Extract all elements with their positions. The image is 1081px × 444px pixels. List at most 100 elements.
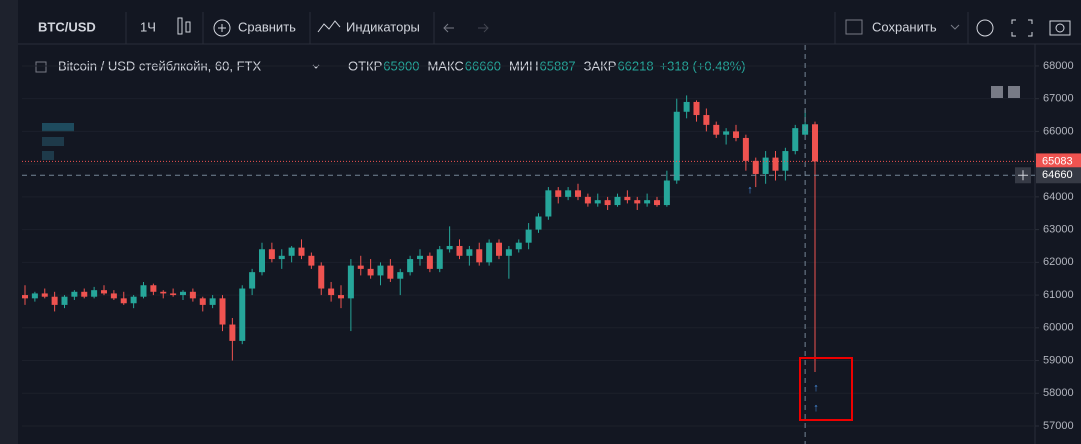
candle-body	[259, 249, 265, 273]
y-tick-label: 61000	[1043, 289, 1074, 301]
candle-body	[663, 180, 670, 206]
candle-body	[91, 290, 98, 297]
candle-body	[673, 111, 680, 181]
symbol[interactable]: BTC/USD	[38, 19, 96, 34]
candle-body	[812, 124, 818, 162]
y-tick-label: 63000	[1043, 224, 1074, 236]
save-icon[interactable]	[845, 19, 863, 35]
y-tick-label: 57000	[1043, 420, 1074, 432]
plot-area: 57000 58000 59000 60000 61000 62000 63000 64000…	[22, 45, 1081, 444]
candle-body	[229, 324, 236, 341]
indicators-icon[interactable]	[317, 20, 341, 33]
redo[interactable]	[478, 23, 489, 33]
candle-body	[407, 259, 414, 273]
signal-arrow: ↑	[813, 382, 819, 394]
screenshot-icon[interactable]	[1049, 20, 1071, 36]
candle-body	[703, 115, 710, 125]
candle-body	[634, 200, 641, 204]
candle-body	[476, 249, 483, 263]
scale-button[interactable]	[1008, 86, 1020, 98]
candle-body	[219, 298, 226, 325]
candle-body	[584, 196, 591, 204]
y-tick-label: 66000	[1043, 125, 1074, 137]
screenshot-icon	[1055, 23, 1065, 33]
compare-button[interactable]: Сравнить	[238, 19, 296, 34]
candle-body	[71, 291, 78, 297]
candle-body	[713, 124, 720, 135]
crosshair-plus	[1018, 170, 1028, 181]
candle-body	[693, 101, 700, 116]
candle-body	[180, 291, 186, 296]
compare-icon[interactable]	[213, 19, 231, 37]
candle-body	[31, 293, 38, 299]
fullscreen-icon[interactable]	[1011, 19, 1033, 37]
candle-body	[51, 296, 58, 305]
candle-body	[565, 190, 572, 197]
candle-body	[357, 265, 364, 269]
candle-body	[733, 131, 739, 138]
logo-placeholder	[42, 123, 74, 132]
candle-body	[723, 131, 730, 135]
candle-body	[189, 291, 196, 299]
candle-body	[614, 196, 621, 206]
legend-toggle[interactable]	[35, 61, 47, 73]
candle-body	[61, 296, 68, 305]
candle-body	[782, 151, 789, 171]
candle-body	[130, 296, 137, 304]
candle-body	[101, 290, 107, 294]
candle-body	[150, 285, 157, 292]
undo[interactable]	[443, 23, 454, 33]
candle-body	[268, 249, 275, 260]
candle-body	[239, 288, 246, 341]
left-panel	[0, 0, 18, 444]
y-tick-label: 67000	[1043, 93, 1074, 105]
candle-body	[456, 245, 463, 256]
candle-body	[505, 249, 512, 256]
candle-body	[22, 295, 28, 299]
candle-body	[120, 298, 127, 304]
candle-body	[752, 160, 759, 174]
candle-body	[624, 196, 631, 201]
candle-body	[41, 293, 48, 297]
signal-arrow: ↑	[747, 184, 753, 196]
settings-icon[interactable]	[976, 19, 994, 37]
save-dropdown[interactable]	[950, 24, 960, 30]
scale-button[interactable]	[991, 86, 1003, 98]
indicators-button[interactable]: Индикаторы	[346, 19, 420, 34]
candle-body	[298, 247, 305, 256]
candle-body	[347, 265, 354, 299]
y-tick-label: 59000	[1043, 354, 1074, 366]
candle-body	[683, 101, 690, 112]
candle-body	[249, 272, 256, 289]
candle-body	[654, 200, 660, 206]
interval[interactable]: 1Ч	[140, 19, 156, 34]
candle-body	[397, 272, 404, 279]
candle-body	[436, 249, 443, 269]
candle-body	[486, 242, 493, 263]
candle-body	[446, 245, 453, 250]
save-button[interactable]: Сохранить	[872, 19, 937, 34]
crosshair-tag	[1036, 167, 1081, 184]
candle-body	[545, 190, 552, 217]
candle-body	[209, 298, 216, 305]
logo-placeholder	[42, 137, 64, 146]
candle-icon[interactable]	[177, 17, 183, 35]
candle-body	[762, 157, 769, 174]
candle-body	[140, 285, 147, 297]
candle-body	[199, 298, 206, 305]
candle-body	[338, 295, 344, 299]
candle-body	[604, 200, 611, 206]
candle-body	[288, 247, 295, 256]
candle-body	[742, 137, 749, 161]
candle-body	[594, 200, 601, 204]
candle-body	[308, 255, 315, 266]
candle-body	[110, 293, 117, 299]
candle-body	[170, 293, 177, 296]
candle-body	[525, 229, 532, 243]
crosshair-label: 64660	[1042, 169, 1073, 181]
candle-body	[496, 242, 502, 256]
candle-body	[328, 288, 335, 296]
candle-body	[160, 291, 167, 294]
